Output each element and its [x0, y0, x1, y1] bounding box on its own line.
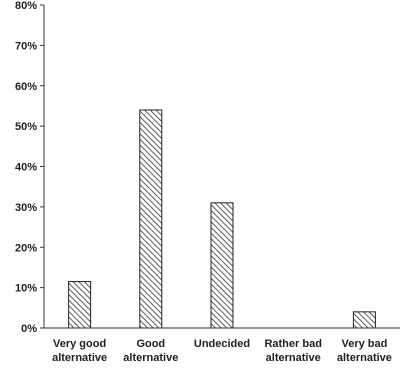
y-tick-label: 50%	[15, 121, 37, 133]
x-category-label-line: Very bad	[341, 338, 387, 350]
x-category-label-line: alternative	[337, 352, 392, 364]
x-category-label-line: Very good	[53, 338, 106, 350]
x-category-label-line: alternative	[123, 352, 178, 364]
bar	[352, 311, 376, 329]
x-category-label: Undecided	[194, 338, 250, 350]
x-category-label-line: Rather bad	[264, 338, 321, 350]
bar	[68, 281, 92, 329]
x-category-label-line: alternative	[52, 352, 107, 364]
y-tick-label: 70%	[15, 40, 37, 52]
x-category-label: Rather bad alternative	[264, 338, 321, 364]
x-category-label-line: alternative	[266, 352, 321, 364]
x-category-label-line: Good	[136, 338, 165, 350]
bar	[210, 202, 234, 329]
y-tick-label: 80%	[15, 0, 37, 12]
y-tick-label: 30%	[15, 202, 37, 214]
bar	[139, 109, 163, 329]
bars	[68, 109, 376, 329]
x-category-label: Very bad alternative	[337, 338, 392, 364]
x-category-label: Good alternative	[123, 338, 178, 364]
y-tick-label: 10%	[15, 283, 37, 295]
y-tick-label: 60%	[15, 81, 37, 93]
y-tick-label: 0%	[21, 323, 37, 335]
y-axis: 0% 10% 20% 30% 40% 50% 60% 70% 80%	[15, 0, 45, 335]
y-tick-label: 20%	[15, 242, 37, 254]
x-category-label-line: Undecided	[194, 338, 250, 350]
x-category-label: Very good alternative	[52, 338, 107, 364]
y-tick-label: 40%	[15, 162, 37, 174]
x-axis: Very good alternative Good alternative Undec…	[44, 327, 400, 364]
